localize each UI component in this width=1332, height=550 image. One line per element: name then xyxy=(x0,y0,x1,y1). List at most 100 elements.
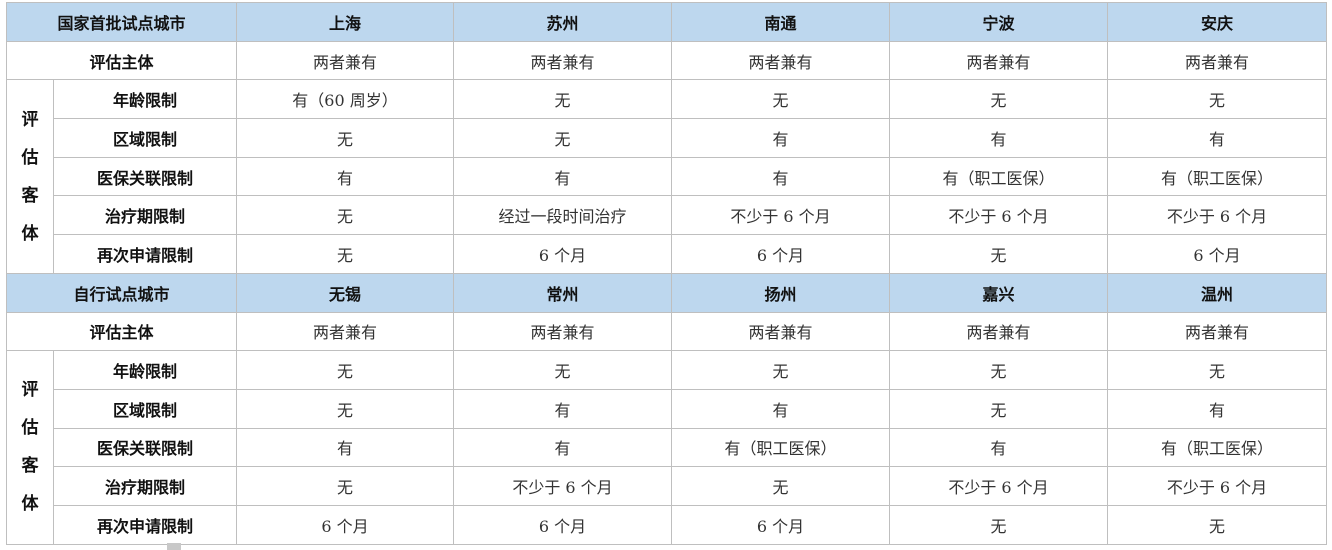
table-cell: 两者兼有 xyxy=(1107,311,1328,352)
table-cell: 无 xyxy=(453,118,673,158)
object-label: 评估客体 xyxy=(21,109,39,244)
table-cell: 有 xyxy=(453,388,673,429)
table-cell: 两者兼有 xyxy=(1107,40,1328,81)
table-row: 区域限制无无有有有 xyxy=(7,118,1328,158)
table-row: 区域限制无有有无有 xyxy=(7,388,1328,429)
table-cell: 两者兼有 xyxy=(236,311,455,352)
table-cell: 无 xyxy=(453,350,673,390)
table-cell: 有 xyxy=(236,427,455,468)
city-header: 安庆 xyxy=(1107,2,1328,42)
row-label: 年龄限制 xyxy=(52,79,238,120)
header-row: 国家首批试点城市 上海 苏州 南通 宁波 安庆 xyxy=(5,2,1328,42)
table-cell: 无 xyxy=(236,350,455,390)
table-cell: 两者兼有 xyxy=(889,40,1109,81)
table-row: 医保关联限制有有有（职工医保）有有（职工医保） xyxy=(7,427,1328,468)
table-cell: 无 xyxy=(236,195,455,236)
city-header: 嘉兴 xyxy=(889,272,1109,313)
table-cell: 有 xyxy=(1107,388,1328,429)
table-cell: 无 xyxy=(889,388,1109,429)
pilot-cities-table: 国家首批试点城市 上海 苏州 南通 宁波 安庆 评估主体 两者兼有 两者兼有 两者兼有 两者兼有 两者… xyxy=(5,2,1328,545)
table-cell: 无 xyxy=(236,466,455,506)
table-cell: 6 个月 xyxy=(453,234,673,274)
table-cell: 有 xyxy=(1107,118,1328,158)
table-cell: 无 xyxy=(1107,350,1328,390)
table-cell: 有（职工医保） xyxy=(671,427,891,468)
row-label: 医保关联限制 xyxy=(52,156,238,197)
table-cell: 无 xyxy=(236,234,455,274)
row-label: 治疗期限制 xyxy=(52,195,238,236)
table-cell: 有 xyxy=(671,156,891,197)
table-cell: 6 个月 xyxy=(453,504,673,545)
table-cell: 不少于 6 个月 xyxy=(671,195,891,236)
table-cell: 有（职工医保） xyxy=(1107,156,1328,197)
table-cell: 不少于 6 个月 xyxy=(889,466,1109,506)
row-label: 再次申请限制 xyxy=(52,504,238,545)
city-header: 南通 xyxy=(671,2,891,42)
table-cell: 两者兼有 xyxy=(889,311,1109,352)
table-cell: 有 xyxy=(671,118,891,158)
city-header: 宁波 xyxy=(889,2,1109,42)
table-cell: 有 xyxy=(453,156,673,197)
row-label: 评估主体 xyxy=(5,311,238,352)
table-cell: 不少于 6 个月 xyxy=(453,466,673,506)
table-cell: 无 xyxy=(236,118,455,158)
group-label: 国家首批试点城市 xyxy=(5,2,238,42)
group-label: 自行试点城市 xyxy=(5,272,238,313)
table-cell: 经过一段时间治疗 xyxy=(453,195,673,236)
row-label: 评估主体 xyxy=(5,40,238,81)
header-row: 自行试点城市 无锡 常州 扬州 嘉兴 温州 xyxy=(5,272,1328,313)
resize-handle[interactable] xyxy=(167,543,181,550)
table-cell: 两者兼有 xyxy=(453,311,673,352)
table-row: 治疗期限制无不少于 6 个月无不少于 6 个月 不少于 6 个月 xyxy=(7,466,1328,506)
city-header: 温州 xyxy=(1107,272,1328,313)
table-row: 评估主体 两者兼有 两者兼有 两者兼有 两者兼有 两者兼有 xyxy=(5,311,1328,352)
object-label: 评估客体 xyxy=(21,380,39,515)
object-label-cell: 评估客体 xyxy=(6,79,54,274)
table-cell: 有 xyxy=(889,427,1109,468)
city-header: 上海 xyxy=(236,2,455,42)
table-cell: 无 xyxy=(889,504,1109,545)
city-header: 常州 xyxy=(453,272,673,313)
table-cell: 6 个月 xyxy=(671,504,891,545)
table-cell: 有 xyxy=(671,388,891,429)
table-cell: 无 xyxy=(671,350,891,390)
city-header: 苏州 xyxy=(453,2,673,42)
table-cell: 无 xyxy=(889,79,1109,120)
table-cell: 有 xyxy=(236,156,455,197)
row-label: 医保关联限制 xyxy=(52,427,238,468)
table-cell: 有 xyxy=(889,118,1109,158)
table-cell: 两者兼有 xyxy=(671,40,891,81)
object-label-cell: 评估客体 xyxy=(6,350,54,545)
row-label: 区域限制 xyxy=(52,118,238,158)
row-label: 再次申请限制 xyxy=(52,234,238,274)
row-label: 治疗期限制 xyxy=(52,466,238,506)
table-cell: 不少于 6 个月 xyxy=(1107,195,1328,236)
table-row: 再次申请限制无 6 个月 6 个月无 6 个月 xyxy=(7,234,1328,274)
table-cell: 无 xyxy=(671,466,891,506)
row-label: 区域限制 xyxy=(52,388,238,429)
table-cell: 两者兼有 xyxy=(236,40,455,81)
table-cell: 有 xyxy=(453,427,673,468)
table-cell: 6 个月 xyxy=(1107,234,1328,274)
table-cell: 有（60 周岁） xyxy=(236,79,455,120)
table-cell: 有（职工医保） xyxy=(889,156,1109,197)
table-cell: 无 xyxy=(1107,79,1328,120)
city-header: 无锡 xyxy=(236,272,455,313)
table-cell: 无 xyxy=(889,234,1109,274)
table-row: 评估客体 年龄限制无无无无无 xyxy=(6,350,1328,545)
table-cell: 不少于 6 个月 xyxy=(889,195,1109,236)
table-row: 治疗期限制无经过一段时间治疗 不少于 6 个月 不少于 6 个月 不少于 6 个月 xyxy=(7,195,1328,236)
table-cell: 无 xyxy=(236,388,455,429)
table-cell: 6 个月 xyxy=(671,234,891,274)
table-cell: 无 xyxy=(1107,504,1328,545)
table-row: 评估客体 年龄限制 有（60 周岁）无无无无 xyxy=(6,79,1328,274)
table-cell: 有（职工医保） xyxy=(1107,427,1328,468)
table-cell: 不少于 6 个月 xyxy=(1107,466,1328,506)
city-header: 扬州 xyxy=(671,272,891,313)
table-cell: 两者兼有 xyxy=(453,40,673,81)
table-row: 再次申请限制 6 个月 6 个月 6 个月无无 xyxy=(7,504,1328,545)
table-cell: 两者兼有 xyxy=(671,311,891,352)
table-cell: 无 xyxy=(889,350,1109,390)
table-cell: 6 个月 xyxy=(236,504,455,545)
table-cell: 无 xyxy=(453,79,673,120)
